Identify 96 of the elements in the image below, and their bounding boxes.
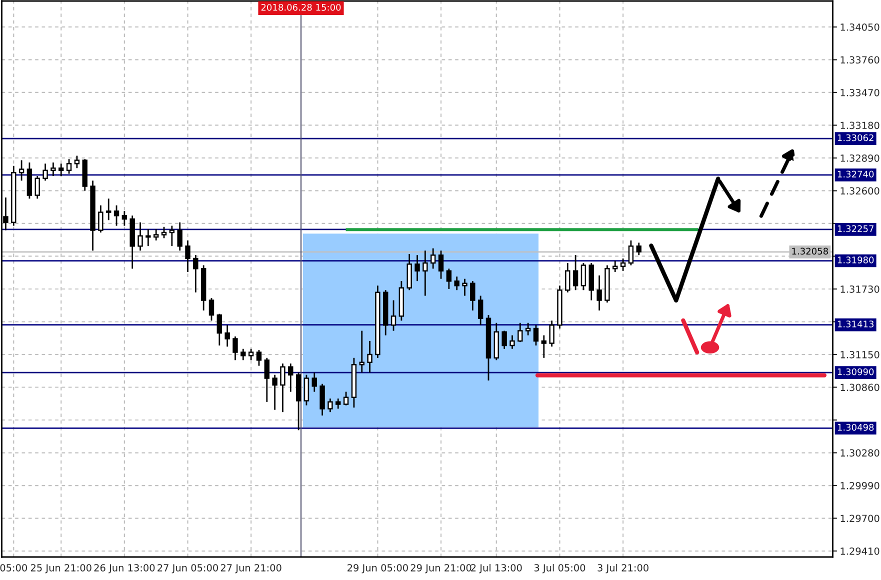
candlestick <box>359 330 364 374</box>
candlestick <box>422 250 428 296</box>
candlestick <box>454 276 460 291</box>
candlestick <box>272 374 278 411</box>
candlestick <box>628 240 634 266</box>
candlestick <box>304 374 310 406</box>
candlestick <box>580 262 586 291</box>
candlestick <box>390 300 396 332</box>
candlestick <box>153 228 159 242</box>
ref-line-label: 1.33062 <box>838 134 874 142</box>
candlestick <box>58 162 64 177</box>
y-tick-label: 1.30280 <box>840 449 880 457</box>
y-tick-label: 1.33180 <box>840 122 880 130</box>
candlestick <box>406 253 412 291</box>
candlestick <box>216 313 222 346</box>
candlestick <box>462 278 468 296</box>
ref-line-label: 1.31413 <box>838 320 874 328</box>
candlestick <box>541 334 546 359</box>
candlestick <box>525 322 531 336</box>
y-tick-label: 1.29410 <box>840 547 880 555</box>
candlestick <box>288 362 294 392</box>
y-tick-label: 1.32890 <box>840 154 880 162</box>
candlestick <box>34 175 40 200</box>
ref-line-label: 1.32740 <box>838 170 874 178</box>
candlestick <box>478 295 484 326</box>
x-tick-label: 29 Jun 05:00 <box>348 564 408 574</box>
x-tick-label: 2 Jul 13:00 <box>471 564 522 574</box>
candlestick <box>565 262 570 294</box>
candlestick <box>533 324 539 346</box>
candlestick <box>612 260 618 273</box>
y-tick-label: 1.31150 <box>840 350 880 358</box>
candlestick <box>572 254 578 291</box>
candlestick <box>320 383 325 416</box>
candlestick <box>18 160 24 182</box>
x-tick-label: 3 Jul 05:00 <box>534 564 586 574</box>
candlestick <box>549 320 554 348</box>
candlestick <box>122 210 128 226</box>
ref-line-label: 1.30498 <box>838 424 874 431</box>
candlestick <box>106 198 112 221</box>
candlestick <box>74 155 80 169</box>
candlestick <box>280 362 286 413</box>
candlestick <box>518 322 523 343</box>
x-tick-label: 27 Jun 21:00 <box>220 564 282 574</box>
candlestick <box>636 242 642 256</box>
candlestick <box>232 336 238 361</box>
candlestick <box>240 348 246 361</box>
candlestick <box>336 398 341 410</box>
candlestick <box>620 258 626 272</box>
candlestick <box>596 274 602 312</box>
x-tick-label: 27 Jun 05:00 <box>158 564 218 574</box>
candlestick <box>42 162 48 182</box>
x-tick-label: 3 Jul 21:00 <box>598 564 648 574</box>
candlestick <box>224 324 230 348</box>
candlestick <box>256 349 262 366</box>
candlestick <box>50 162 56 177</box>
candlestick <box>146 228 151 247</box>
candlestick <box>161 226 167 239</box>
candlestick <box>138 222 143 252</box>
candlestick <box>414 254 420 282</box>
candlestick <box>438 250 444 280</box>
y-tick-label: 1.33470 <box>840 88 880 96</box>
annotation: 2018.06.28 15:00 <box>261 4 341 11</box>
y-tick-label: 1.33760 <box>840 56 880 64</box>
candlestick <box>264 357 270 403</box>
candlestick <box>66 158 72 174</box>
ref-line-label: 1.31980 <box>838 256 874 264</box>
candlestick <box>312 372 317 392</box>
y-tick-label: 1.29700 <box>840 514 880 522</box>
candlestick <box>177 222 182 252</box>
y-tick-label: 1.34050 <box>840 23 880 31</box>
candlestick <box>328 398 333 413</box>
ref-line-label: 1.32058 <box>792 248 828 255</box>
candlestick <box>98 204 104 234</box>
candlestick <box>343 391 349 406</box>
candlestick <box>502 330 507 350</box>
y-tick-label: 1.32600 <box>840 187 880 195</box>
y-tick-label: 1.29990 <box>840 482 880 490</box>
candlestick <box>430 248 436 270</box>
candlestick <box>185 240 190 273</box>
candlestick <box>169 225 175 247</box>
y-tick-label: 1.30860 <box>840 384 880 392</box>
x-tick-label: 25 Jun 21:00 <box>30 564 92 574</box>
candlestick <box>248 348 254 361</box>
candlestick <box>114 204 120 226</box>
candlestick <box>446 268 452 290</box>
x-tick-label: 26 Jun 13:00 <box>94 564 155 574</box>
x-tick-label: 05:00 <box>0 564 27 572</box>
ref-line-label: 1.30990 <box>838 368 874 376</box>
candlestick <box>367 340 372 374</box>
x-tick-label: 29 Jun 21:00 <box>410 564 472 574</box>
candlestick <box>193 254 198 294</box>
candlestick <box>208 297 214 322</box>
y-tick-label: 1.31730 <box>840 285 880 293</box>
ref-line-label: 1.32257 <box>838 225 874 232</box>
candlestick <box>510 334 515 350</box>
candlestick <box>470 280 476 312</box>
